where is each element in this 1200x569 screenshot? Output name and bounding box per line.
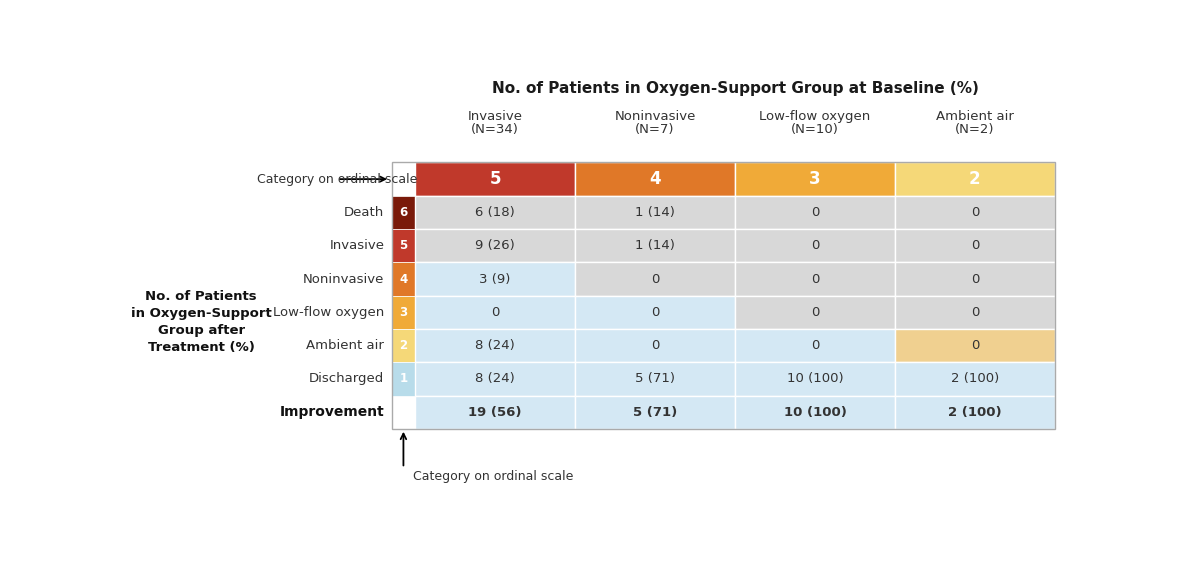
Bar (415, 163, 575, 196)
Bar (895, 196, 1055, 229)
Bar (415, 296, 575, 329)
Bar (415, 362, 575, 395)
Bar (391, 296, 415, 329)
Text: 5: 5 (490, 170, 500, 188)
Bar (734, 229, 895, 262)
Text: 1 (14): 1 (14) (635, 206, 674, 219)
Text: 0: 0 (811, 273, 820, 286)
Text: 3: 3 (809, 170, 821, 188)
Bar (415, 395, 575, 429)
Text: Improvement: Improvement (280, 405, 384, 419)
Bar (895, 395, 1055, 429)
Text: 0: 0 (811, 339, 820, 352)
Text: 0: 0 (971, 273, 979, 286)
Bar (391, 163, 1055, 429)
Text: 0: 0 (811, 306, 820, 319)
Text: 6 (18): 6 (18) (475, 206, 515, 219)
Text: 2: 2 (970, 170, 980, 188)
Text: 2: 2 (400, 339, 408, 352)
Text: 4: 4 (649, 170, 661, 188)
Bar (575, 262, 734, 296)
Text: Invasive: Invasive (468, 110, 522, 123)
Text: Discharged: Discharged (310, 373, 384, 385)
Text: Category on ordinal scale: Category on ordinal scale (257, 172, 418, 185)
Text: 0: 0 (650, 273, 659, 286)
Text: 3: 3 (400, 306, 408, 319)
Text: (N=34): (N=34) (472, 123, 518, 136)
Text: No. of Patients
in Oxygen-Support
Group after
Treatment (%): No. of Patients in Oxygen-Support Group … (131, 290, 271, 354)
Text: Ambient air: Ambient air (936, 110, 1014, 123)
Text: Category on ordinal scale: Category on ordinal scale (413, 471, 574, 484)
Text: Low-flow oxygen: Low-flow oxygen (274, 306, 384, 319)
Bar (734, 329, 895, 362)
Text: 1: 1 (400, 373, 408, 385)
Bar (575, 163, 734, 196)
Text: Ambient air: Ambient air (306, 339, 384, 352)
Bar (575, 296, 734, 329)
Text: 0: 0 (811, 206, 820, 219)
Text: 9 (26): 9 (26) (475, 239, 515, 252)
Text: No. of Patients in Oxygen-Support Group at Baseline (%): No. of Patients in Oxygen-Support Group … (492, 81, 978, 96)
Bar (734, 196, 895, 229)
Bar (734, 262, 895, 296)
Text: 3 (9): 3 (9) (479, 273, 511, 286)
Text: 8 (24): 8 (24) (475, 339, 515, 352)
Text: Noninvasive: Noninvasive (302, 273, 384, 286)
Bar (895, 329, 1055, 362)
Text: 2 (100): 2 (100) (948, 406, 1002, 419)
Bar (415, 329, 575, 362)
Text: 0: 0 (971, 339, 979, 352)
Text: 8 (24): 8 (24) (475, 373, 515, 385)
Bar (575, 196, 734, 229)
Bar (895, 262, 1055, 296)
Bar (895, 229, 1055, 262)
Bar (391, 229, 415, 262)
Text: Invasive: Invasive (329, 239, 384, 252)
Bar (415, 229, 575, 262)
Text: (N=7): (N=7) (635, 123, 674, 136)
Bar (575, 362, 734, 395)
Bar (391, 362, 415, 395)
Bar (734, 395, 895, 429)
Text: 6: 6 (400, 206, 408, 219)
Bar (391, 262, 415, 296)
Text: 5 (71): 5 (71) (635, 373, 674, 385)
Text: (N=2): (N=2) (955, 123, 995, 136)
Text: 0: 0 (971, 239, 979, 252)
Text: 4: 4 (400, 273, 408, 286)
Text: Death: Death (344, 206, 384, 219)
Bar (415, 196, 575, 229)
Text: 0: 0 (971, 206, 979, 219)
Text: 0: 0 (650, 339, 659, 352)
Bar (575, 395, 734, 429)
Text: 19 (56): 19 (56) (468, 406, 522, 419)
Bar (575, 329, 734, 362)
Text: 0: 0 (811, 239, 820, 252)
Bar (391, 329, 415, 362)
Text: 0: 0 (971, 306, 979, 319)
Text: 5 (71): 5 (71) (632, 406, 677, 419)
Text: 2 (100): 2 (100) (950, 373, 1000, 385)
Text: Low-flow oxygen: Low-flow oxygen (760, 110, 870, 123)
Bar (895, 362, 1055, 395)
Bar (734, 296, 895, 329)
Text: 0: 0 (491, 306, 499, 319)
Bar (895, 163, 1055, 196)
Text: 10 (100): 10 (100) (787, 373, 844, 385)
Bar (734, 163, 895, 196)
Text: 10 (100): 10 (100) (784, 406, 846, 419)
Text: 0: 0 (650, 306, 659, 319)
Text: 5: 5 (400, 239, 408, 252)
Bar (391, 196, 415, 229)
Bar (575, 229, 734, 262)
Text: Noninvasive: Noninvasive (614, 110, 696, 123)
Text: 1 (14): 1 (14) (635, 239, 674, 252)
Bar (895, 296, 1055, 329)
Bar (415, 262, 575, 296)
Bar (734, 362, 895, 395)
Text: (N=10): (N=10) (791, 123, 839, 136)
